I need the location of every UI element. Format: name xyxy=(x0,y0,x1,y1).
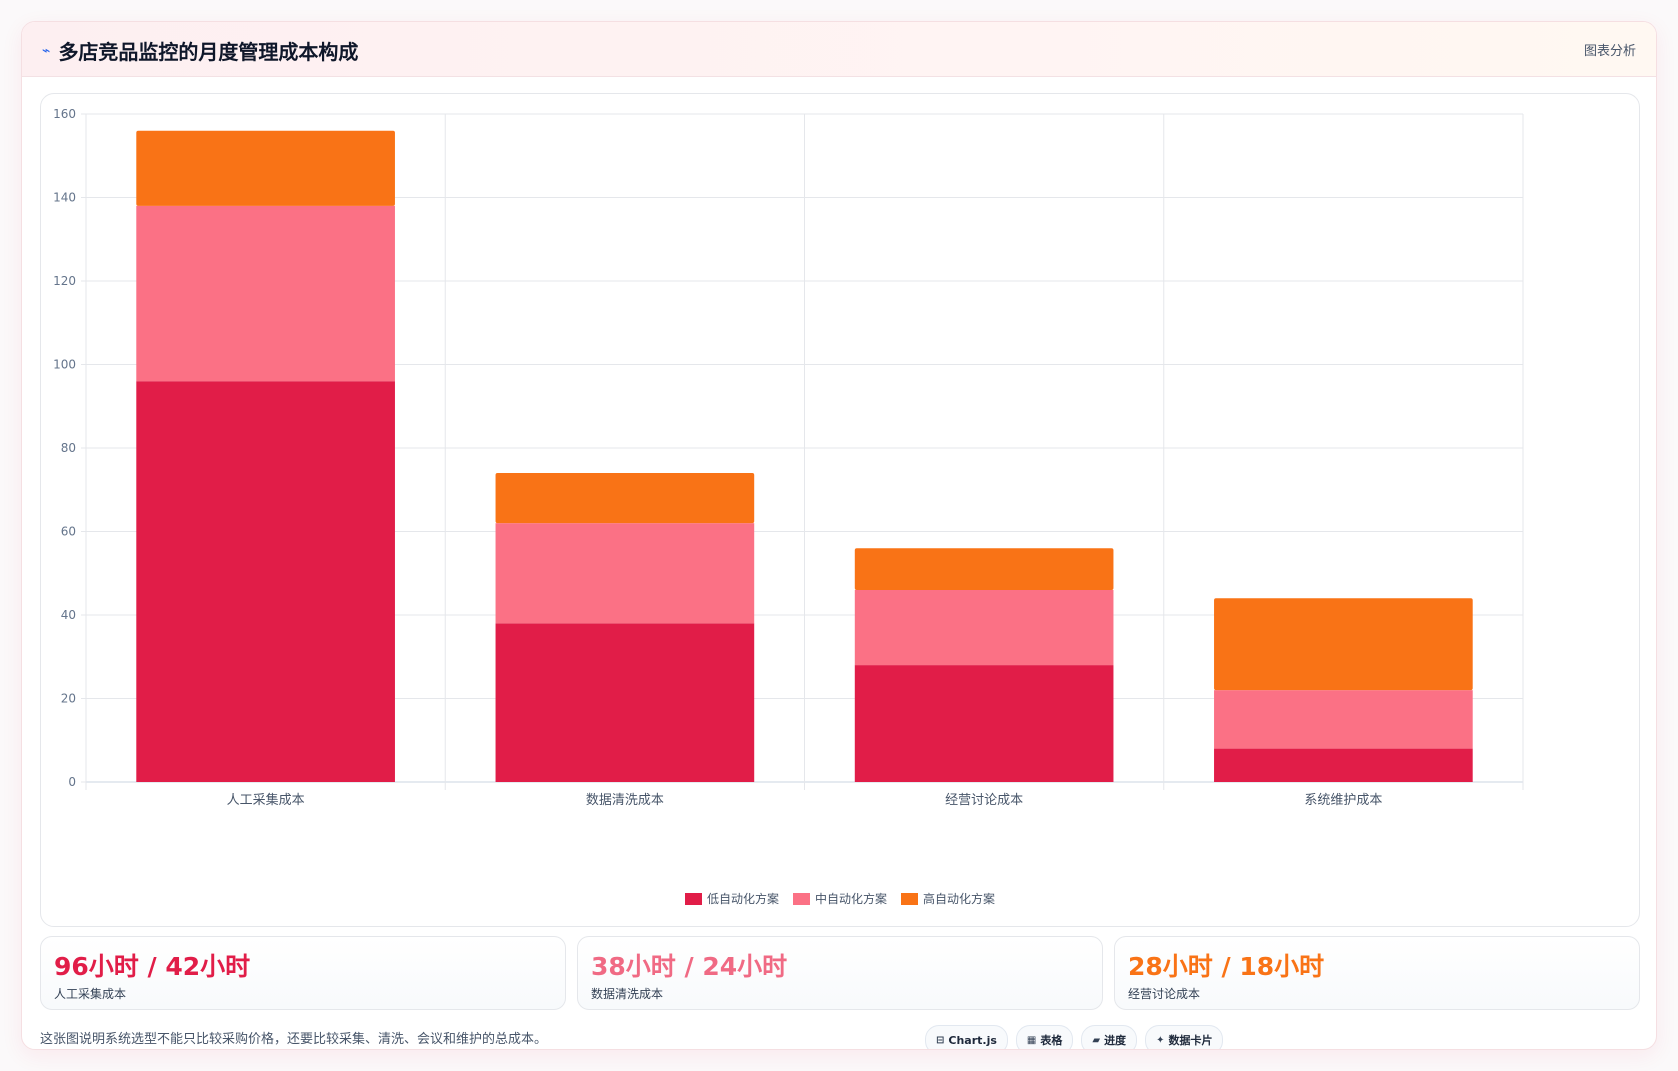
kpi-card: 38小时 / 24小时数据清洗成本 xyxy=(577,936,1103,1010)
wave-icon: ⌁ xyxy=(42,42,51,59)
chart-card: ⌁ 多店竞品监控的月度管理成本构成 图表分析 0 20 40 60 80 100 120 14… xyxy=(21,21,1657,1050)
page-title: 多店竞品监控的月度管理成本构成 xyxy=(58,40,359,64)
bar-segment xyxy=(495,473,755,524)
legend-swatch xyxy=(684,892,702,905)
card-header: ⌁ 多店竞品监控的月度管理成本构成 图表分析 xyxy=(22,22,1656,77)
y-tick-label: 20 xyxy=(61,692,76,706)
legend-item[interactable]: 中自动化方案 xyxy=(792,890,887,907)
bar-segment xyxy=(1214,598,1473,691)
chip-进度[interactable]: ▰ 进度 xyxy=(1081,1025,1138,1049)
kpi-value: 38小时 / 24小时 xyxy=(591,952,788,981)
y-tick-label: 160 xyxy=(53,107,76,121)
x-tick-label: 人工采集成本 xyxy=(227,792,305,808)
chip-label: Chart.js xyxy=(948,1033,997,1047)
legend-label: 高自动化方案 xyxy=(923,892,996,906)
chip-chart-js[interactable]: ⊟ Chart.js xyxy=(925,1025,1008,1049)
kpi-value: 96小时 / 42小时 xyxy=(54,952,251,981)
chart-legend: 低自动化方案 中自动化方案 高自动化方案 xyxy=(41,890,1639,907)
bar-segment xyxy=(854,548,1114,590)
chart-note: 这张图说明系统选型不能只比较采购价格，还要比较采集、清洗、会议和维护的总成本。 xyxy=(40,1032,548,1047)
chip-表格[interactable]: ▦ 表格 xyxy=(1015,1025,1074,1049)
kpi-value: 28小时 / 18小时 xyxy=(1128,952,1325,981)
y-tick-label: 40 xyxy=(61,608,76,622)
y-tick-label: 120 xyxy=(53,274,76,288)
y-tick-label: 100 xyxy=(53,358,76,372)
bar-segment xyxy=(1214,690,1473,749)
bar-segment xyxy=(495,523,755,624)
kpi-row: 96小时 / 42小时 人工采集成本 38小时 / 24小时 数据清洗成本 28小时 /… xyxy=(40,936,1640,1010)
feature-chips: ⊟ Chart.js ▦ 表格 ▰ 进度 ✦ 数据卡片 xyxy=(925,1025,1224,1049)
table-icon: ▦ xyxy=(1026,1034,1037,1046)
legend-item[interactable]: 高自动化方案 xyxy=(901,890,995,907)
bar-segment xyxy=(854,665,1114,782)
bar-segment xyxy=(136,381,395,782)
sparkle-icon: ✦ xyxy=(1156,1034,1165,1046)
chip-数据卡片[interactable]: ✦ 数据卡片 xyxy=(1145,1025,1224,1049)
bar-segment xyxy=(136,205,395,382)
x-tick-label: 系统维护成本 xyxy=(1304,793,1382,808)
chip-label: 进度 xyxy=(1104,1034,1127,1047)
bar-segment xyxy=(136,130,395,206)
legend-label: 低自动化方案 xyxy=(706,892,779,906)
chart-container: 0 20 40 60 80 100 120 140 160 人工采集成本 数据清洗成本 经营讨论成本 系… xyxy=(40,93,1640,927)
chip-label: 数据卡片 xyxy=(1168,1034,1213,1047)
legend-label: 中自动化方案 xyxy=(814,892,887,906)
kpi-label: 人工采集成本 xyxy=(54,987,127,1001)
kpi-label: 数据清洗成本 xyxy=(591,987,664,1001)
legend-swatch xyxy=(901,892,918,905)
progress-icon: ▰ xyxy=(1092,1034,1101,1046)
legend-swatch xyxy=(792,892,810,905)
y-tick-label: 60 xyxy=(61,525,76,539)
y-tick-label: 0 xyxy=(68,775,76,789)
bar-segment xyxy=(854,589,1114,666)
x-tick-label: 数据清洗成本 xyxy=(586,793,664,808)
chip-label: 表格 xyxy=(1040,1034,1063,1047)
kpi-card: 28小时 / 18小时经营讨论成本 xyxy=(1114,936,1640,1010)
chart-icon: ⊟ xyxy=(936,1034,945,1046)
x-tick-label: 经营讨论成本 xyxy=(945,793,1023,808)
header-tag[interactable]: 图表分析 xyxy=(1583,44,1636,59)
kpi-card: 96小时 / 42小时人工采集成本 xyxy=(40,936,566,1010)
title-wrap: ⌁ 多店竞品监控的月度管理成本构成 xyxy=(42,36,358,65)
y-tick-label: 80 xyxy=(61,441,76,455)
stacked-bar-chart: 0 20 40 60 80 100 120 140 160 人工采集成本 数据清洗成本 经营讨论成本 系… xyxy=(53,107,1524,808)
legend-item[interactable]: 低自动化方案 xyxy=(684,890,779,907)
bar-segment xyxy=(495,623,755,782)
bar-segment xyxy=(1214,748,1473,782)
kpi-label: 经营讨论成本 xyxy=(1128,987,1201,1001)
y-tick-label: 140 xyxy=(53,191,76,205)
